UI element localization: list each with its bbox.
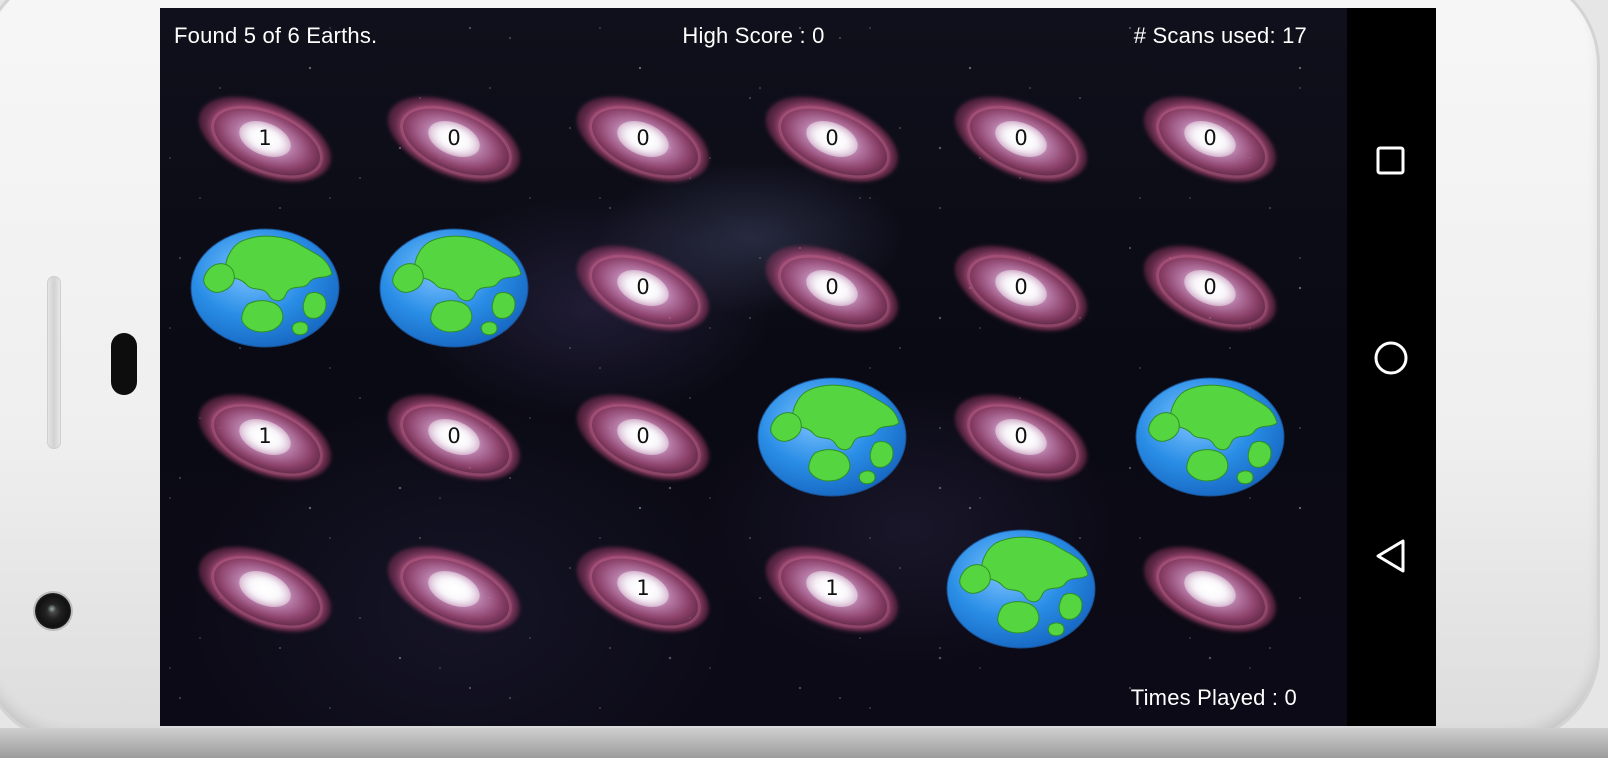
earth-graphic [1135, 377, 1285, 497]
galaxy-tile[interactable]: 1 [186, 79, 344, 199]
earth-graphic [379, 228, 529, 348]
galaxy-tile[interactable]: 0 [942, 79, 1100, 199]
galaxy-icon: 0 [1131, 228, 1289, 348]
scan-count [190, 529, 340, 649]
earth-tile[interactable] [757, 377, 907, 497]
galaxy-icon: 0 [753, 228, 911, 348]
scan-count: 1 [825, 576, 839, 600]
galaxy-icon: 1 [564, 529, 722, 649]
scan-count: 0 [1014, 275, 1028, 299]
galaxy-icon: 0 [942, 377, 1100, 497]
galaxy-tile[interactable]: 0 [564, 377, 722, 497]
scan-count: 0 [636, 126, 650, 150]
galaxy-icon: 0 [753, 79, 911, 199]
galaxy-tile[interactable] [375, 529, 533, 649]
galaxy-tile[interactable]: 1 [186, 377, 344, 497]
game-board: Found 5 of 6 Earths. High Score : 0 # Sc… [160, 8, 1347, 726]
galaxy-icon: 0 [564, 377, 722, 497]
earpiece-speaker [47, 276, 61, 449]
scan-count: 0 [1014, 424, 1028, 448]
galaxy-tile[interactable]: 0 [564, 79, 722, 199]
galaxy-icon: 0 [1131, 79, 1289, 199]
galaxy-icon: 0 [375, 79, 533, 199]
galaxy-icon: 0 [564, 228, 722, 348]
scan-count: 0 [447, 424, 461, 448]
scan-count: 1 [258, 126, 272, 150]
scan-count: 0 [1203, 126, 1217, 150]
galaxy-tile[interactable]: 0 [564, 228, 722, 348]
triangle-back-icon [1376, 539, 1405, 573]
galaxy-icon: 0 [942, 79, 1100, 199]
galaxy-tile[interactable]: 1 [564, 529, 722, 649]
galaxy-tile[interactable]: 0 [375, 79, 533, 199]
earth-icon [946, 529, 1096, 649]
earths-found-label: Found 5 of 6 Earths. [174, 23, 378, 48]
earth-graphic [946, 529, 1096, 649]
proximity-sensor [111, 333, 137, 395]
galaxy-icon: 1 [753, 529, 911, 649]
square-recents-icon [1376, 146, 1405, 175]
scan-count: 0 [825, 126, 839, 150]
android-nav-bar [1347, 8, 1436, 726]
galaxy-icon: 0 [942, 228, 1100, 348]
earth-tile[interactable] [190, 228, 340, 348]
home-button[interactable] [1361, 328, 1421, 388]
earth-tile[interactable] [946, 529, 1096, 649]
galaxy-tile[interactable]: 0 [942, 228, 1100, 348]
galaxy-tile[interactable]: 0 [942, 377, 1100, 497]
times-played-label: Times Played : 0 [1130, 685, 1297, 710]
galaxy-icon [375, 529, 533, 649]
scan-count: 0 [1203, 275, 1217, 299]
galaxy-tile[interactable]: 0 [753, 79, 911, 199]
scan-count: 1 [636, 576, 650, 600]
scan-count: 0 [636, 275, 650, 299]
earth-tile[interactable] [379, 228, 529, 348]
galaxy-icon [1131, 529, 1289, 649]
scan-count: 0 [636, 424, 650, 448]
galaxy-icon: 1 [186, 79, 344, 199]
scan-count: 0 [825, 275, 839, 299]
earth-icon [1135, 377, 1285, 497]
galaxy-tile[interactable]: 0 [1131, 228, 1289, 348]
earth-graphic [757, 377, 907, 497]
phone-screen: Found 5 of 6 Earths. High Score : 0 # Sc… [160, 8, 1436, 726]
circle-home-icon [1374, 341, 1408, 375]
high-score-label: High Score : 0 [682, 23, 825, 48]
earth-icon [379, 228, 529, 348]
back-button[interactable] [1361, 525, 1421, 585]
galaxy-icon [186, 529, 344, 649]
galaxy-tile[interactable]: 0 [1131, 79, 1289, 199]
galaxy-tile[interactable]: 0 [375, 377, 533, 497]
phone-rim [0, 728, 1608, 758]
recents-button[interactable] [1361, 130, 1421, 190]
scan-count: 0 [1014, 126, 1028, 150]
scan-count: 0 [447, 126, 461, 150]
scan-count [1135, 529, 1285, 649]
earth-icon [757, 377, 907, 497]
earth-tile[interactable] [1135, 377, 1285, 497]
galaxy-icon: 0 [564, 79, 722, 199]
galaxy-icon: 1 [186, 377, 344, 497]
front-camera-icon [35, 593, 71, 629]
earth-icon [190, 228, 340, 348]
scan-count: 1 [258, 424, 272, 448]
galaxy-tile[interactable] [1131, 529, 1289, 649]
galaxy-tile[interactable] [186, 529, 344, 649]
scans-used-label: # Scans used: 17 [1133, 23, 1307, 48]
scan-count [379, 529, 529, 649]
galaxy-icon: 0 [375, 377, 533, 497]
galaxy-tile[interactable]: 1 [753, 529, 911, 649]
earth-graphic [190, 228, 340, 348]
galaxy-tile[interactable]: 0 [753, 228, 911, 348]
